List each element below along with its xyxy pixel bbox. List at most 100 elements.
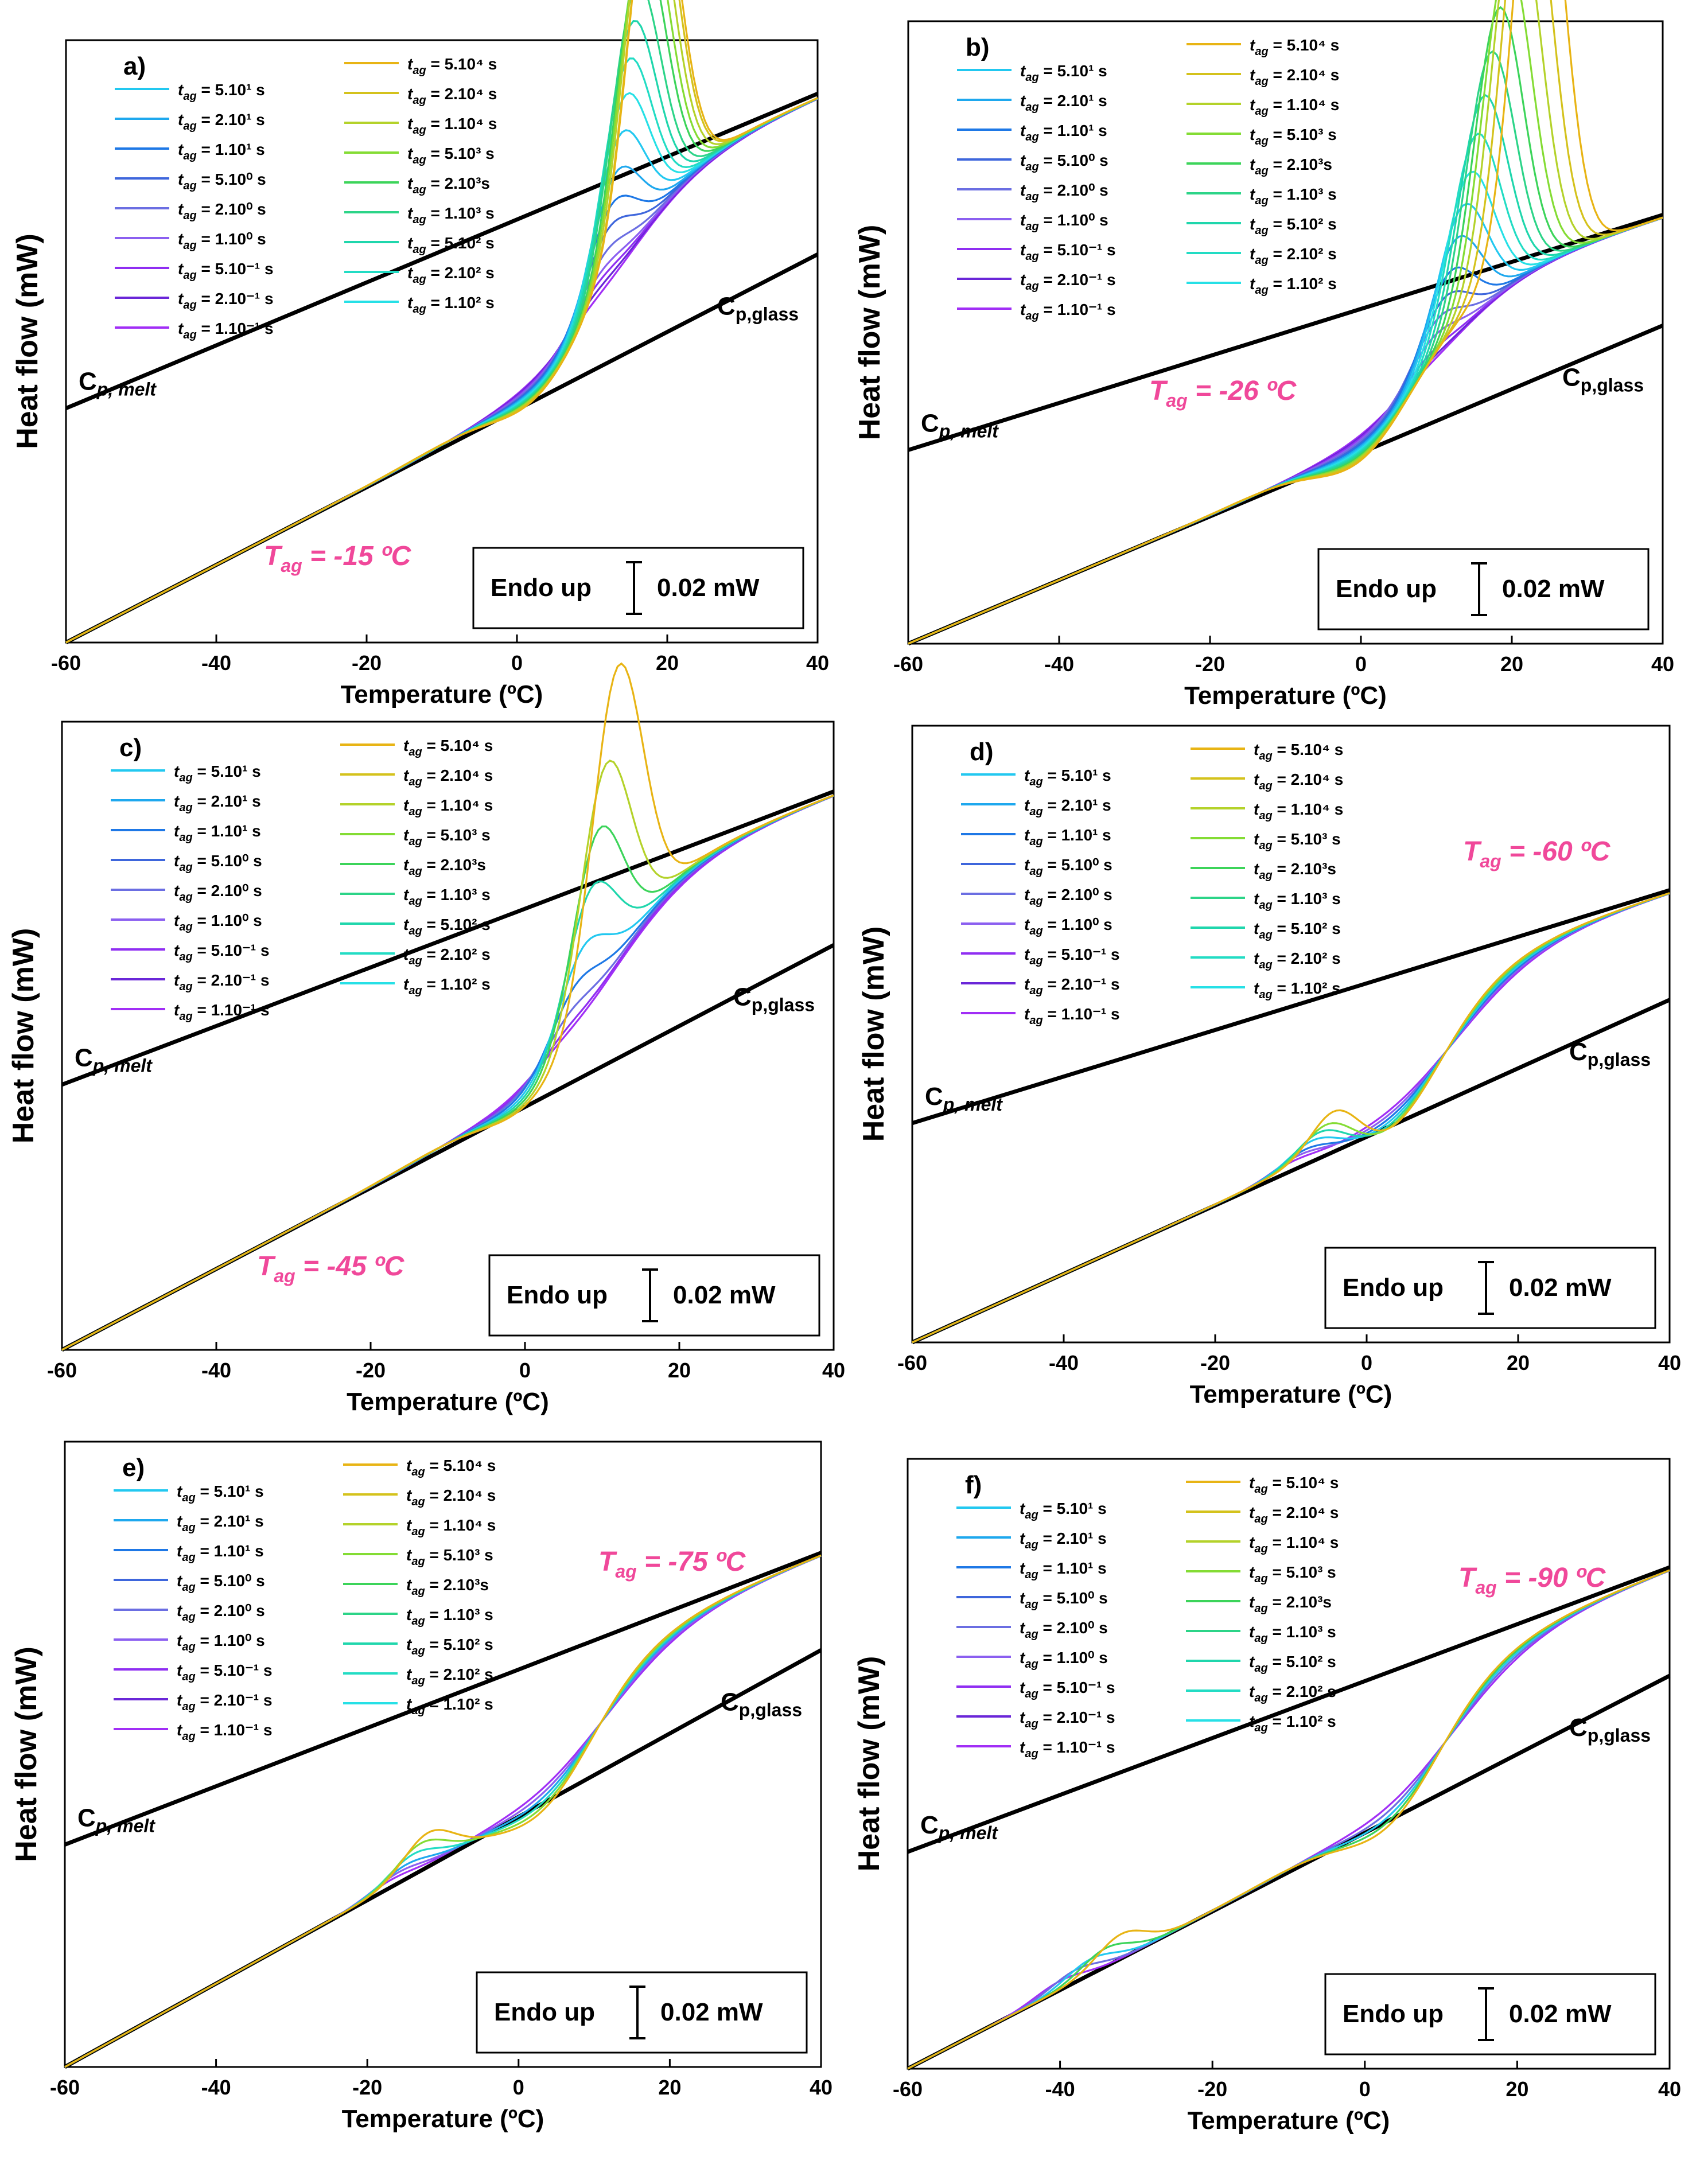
legend-subscript: ag: [183, 239, 196, 252]
legend-label: = 2.10² s: [1268, 1683, 1336, 1700]
cp-melt-sub: p, melt: [96, 379, 157, 400]
legend-prefix: t: [1249, 1683, 1255, 1700]
legend-subscript: ag: [1025, 1718, 1038, 1730]
legend-entry: tag = 2.10⁻¹ s: [178, 290, 274, 312]
legend-entry: tag = 1.10⁻¹ s: [177, 1721, 273, 1743]
legend-prefix: t: [1024, 766, 1030, 784]
endo-up-label: Endo up: [1343, 2000, 1444, 2028]
legend-entry: tag = 5.10¹ s: [174, 762, 261, 784]
legend-entry: tag = 1.10⁰ s: [1020, 211, 1108, 233]
legend-subscript: ag: [1025, 1568, 1038, 1581]
legend-prefix: t: [177, 1542, 183, 1560]
legend-subscript: ag: [409, 835, 422, 848]
legend-subscript: ag: [1025, 310, 1038, 322]
legend-prefix: t: [1020, 1559, 1026, 1577]
legend-prefix: t: [178, 200, 184, 218]
tag-sub: ag: [615, 1561, 636, 1582]
cp-glass-label: Cp,glass: [721, 1688, 802, 1720]
x-tick-label: -20: [352, 651, 382, 675]
legend-label: = 1.10⁴ s: [1269, 96, 1340, 114]
legend-prefix: t: [174, 971, 180, 989]
legend-entry: tag = 5.10⁴ s: [1250, 36, 1339, 58]
legend-prefix: t: [1249, 1533, 1255, 1551]
legend-entry: tag = 2.10³s: [406, 1576, 489, 1598]
legend-entry: tag = 5.10⁰ s: [1020, 1589, 1108, 1611]
legend-label: = 5.10⁻¹ s: [1039, 241, 1116, 259]
legend-label: = 5.10⁰ s: [197, 170, 266, 188]
legend-subscript: ag: [1025, 280, 1038, 293]
legend-entry: tag = 1.10⁰ s: [177, 1632, 265, 1653]
legend-entry: tag = 2.10⁻¹ s: [1020, 1708, 1115, 1730]
legend-prefix: t: [1024, 975, 1030, 993]
x-tick-label: 40: [810, 2076, 833, 2099]
legend-label: = 2.10¹ s: [1043, 796, 1111, 814]
legend-label: = 1.10² s: [426, 294, 495, 312]
legend-subscript: ag: [413, 64, 426, 77]
legend-prefix: t: [407, 55, 414, 73]
panel-c: -60 -40 -20 0 20 40 Temperature (ºC) Heat flow …: [7, 662, 845, 1416]
legend-subscript: ag: [182, 1611, 195, 1624]
legend-prefix: t: [406, 1636, 413, 1653]
legend-entry: tag = 5.10⁰ s: [1024, 856, 1112, 878]
legend-label: = 5.10⁰ s: [196, 1572, 265, 1590]
legend-label: = 2.10³s: [1273, 860, 1336, 878]
legend-prefix: t: [178, 141, 184, 158]
legend-label: = 5.10⁴ s: [426, 55, 497, 73]
legend-entry: tag = 1.10⁰ s: [174, 912, 262, 933]
x-tick-label: -20: [356, 1358, 386, 1382]
panel-b: -60 -40 -20 0 20 40 Temperature (ºC) Heat flow …: [853, 0, 1674, 710]
cp-glass-sub: p,glass: [739, 1699, 802, 1720]
legend-subscript: ag: [1025, 1598, 1038, 1611]
legend-label: = 1.10⁴ s: [1273, 800, 1344, 818]
x-tick-label: 20: [1506, 2077, 1528, 2101]
legend-subscript: ag: [409, 925, 422, 937]
legend-label: = 1.10² s: [1273, 979, 1341, 997]
legend-subscript: ag: [1255, 135, 1268, 147]
legend-subscript: ag: [1025, 131, 1038, 143]
legend-entry: tag = 5.10¹ s: [1024, 766, 1111, 788]
panel-label: c): [119, 734, 142, 762]
legend-subscript: ag: [182, 1641, 195, 1653]
scale-label: 0.02 mW: [1502, 575, 1605, 603]
x-tick-label: 0: [513, 2076, 524, 2099]
curves: [65, 0, 818, 644]
y-axis-label: Heat flow (mW): [11, 233, 44, 449]
legend-subscript: ag: [182, 1730, 195, 1743]
x-tick-label: -20: [352, 2076, 382, 2099]
cp-glass-main: C: [1569, 1714, 1588, 1742]
legend-label: = 1.10⁴ s: [1268, 1533, 1339, 1551]
legend-label: = 1.10² s: [422, 975, 491, 993]
legend-prefix: t: [1254, 860, 1260, 878]
y-axis-label: Heat flow (mW): [853, 225, 886, 441]
legend-label: = 5.10² s: [1269, 215, 1337, 233]
legend-label: = 5.10⁰ s: [1043, 856, 1112, 874]
legend-entry: tag = 2.10⁻¹ s: [174, 971, 270, 993]
panel-label: e): [122, 1454, 145, 1482]
legend-subscript: ag: [179, 980, 192, 993]
cp-melt-line: [907, 213, 1664, 452]
endo-up-label: Endo up: [1336, 575, 1437, 603]
legend-entry: tag = 5.10² s: [1249, 1653, 1336, 1675]
legend-label: = 2.10⁰ s: [1039, 181, 1108, 199]
x-tick-label: 20: [658, 2076, 681, 2099]
legend-label: = 2.10² s: [1269, 245, 1337, 263]
tag-label: Tag = -15 ºC: [264, 541, 412, 576]
legend-subscript: ag: [1254, 1483, 1267, 1496]
legend-prefix: t: [174, 1001, 180, 1019]
legend-subscript: ag: [179, 861, 192, 874]
legend-subscript: ag: [1255, 45, 1268, 58]
legend-label: = 5.10² s: [1273, 920, 1341, 937]
cp-melt-main: C: [79, 368, 97, 396]
legend-entry: tag = 2.10³s: [1250, 155, 1332, 177]
tag-main: T: [257, 1251, 276, 1282]
legend-label: = 1.10⁰ s: [1038, 1649, 1108, 1667]
legend-subscript: ag: [182, 1521, 195, 1534]
legend-entry: tag = 1.10⁻¹ s: [178, 320, 274, 341]
legend-prefix: t: [1250, 126, 1256, 143]
cp-melt-sub: p, melt: [938, 1823, 998, 1843]
legend-subscript: ag: [183, 329, 196, 341]
legend-label: = 5.10¹ s: [1039, 62, 1107, 80]
cp-glass-label: Cp,glass: [1562, 363, 1644, 395]
legend-label: = 2.10⁻¹ s: [197, 290, 274, 307]
